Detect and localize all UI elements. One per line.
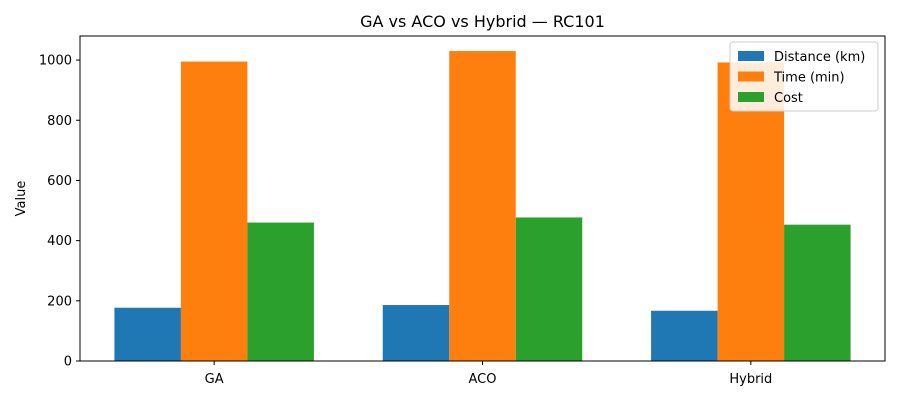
bar-aco-1 xyxy=(382,305,450,361)
x-tick-label: Hybrid xyxy=(729,372,772,387)
chart-title: GA vs ACO vs Hybrid — RC101 xyxy=(360,12,605,31)
legend-entry-label: Cost xyxy=(774,91,803,106)
y-tick-label: 200 xyxy=(47,294,72,309)
legend-box xyxy=(729,41,879,112)
bar-aco-2 xyxy=(449,51,516,361)
y-tick-label: 0 xyxy=(64,355,72,370)
y-axis-label: Value xyxy=(14,181,29,217)
legend-entry-label: Time (min) xyxy=(773,71,845,86)
bar-ga-2 xyxy=(180,61,248,361)
y-axis: 0 200 400 600 800 1000 xyxy=(39,54,80,370)
x-axis: GA ACO Hybrid xyxy=(205,361,772,387)
bar-hybrid-3 xyxy=(784,224,851,361)
x-tick-label: GA xyxy=(205,372,224,387)
bar-hybrid-2 xyxy=(717,62,785,362)
legend-swatch xyxy=(738,51,764,61)
y-tick-label: 600 xyxy=(47,174,72,189)
y-tick-label: 1000 xyxy=(39,54,72,69)
bar-aco-3 xyxy=(515,217,583,361)
legend-swatch xyxy=(738,71,764,82)
y-tick-label: 400 xyxy=(47,234,72,249)
bars-group xyxy=(114,51,851,362)
bar-ga-3 xyxy=(247,222,314,361)
x-tick-label: ACO xyxy=(469,372,497,387)
legend: Distance (km) Time (min) Cost xyxy=(729,41,879,112)
bar-ga-1 xyxy=(114,307,181,361)
bar-hybrid-1 xyxy=(651,310,718,361)
legend-swatch xyxy=(738,92,764,102)
legend-entry-label: Distance (km) xyxy=(774,50,865,65)
y-tick-label: 800 xyxy=(47,114,72,129)
